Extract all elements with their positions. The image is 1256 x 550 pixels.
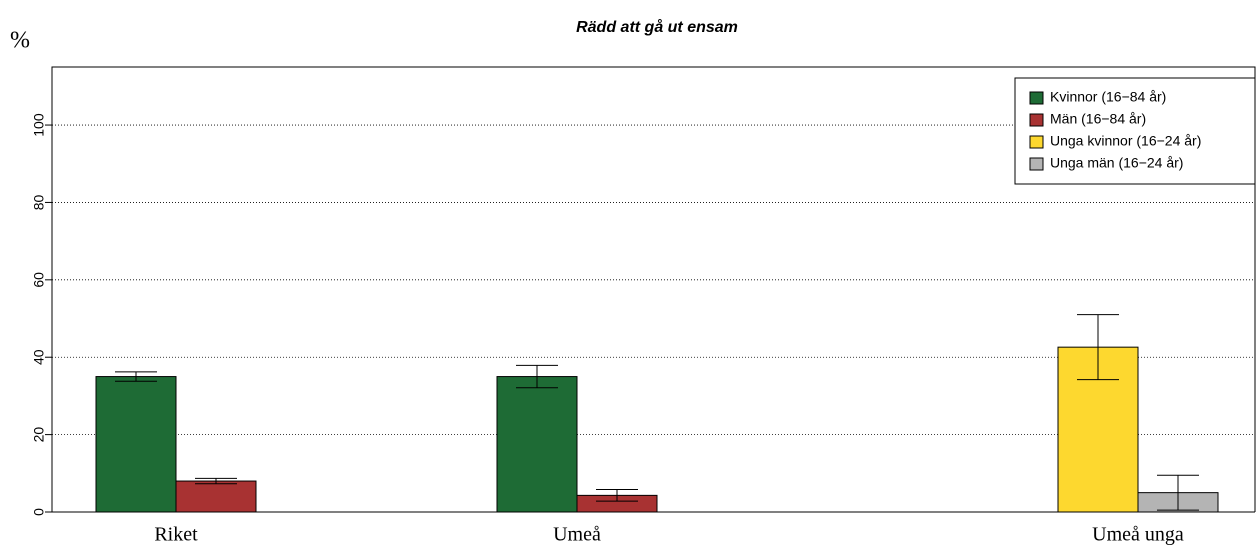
legend-label: Unga kvinnor (16−24 år) bbox=[1050, 133, 1201, 149]
y-tick-label: 0 bbox=[31, 508, 47, 516]
legend-label: Män (16−84 år) bbox=[1050, 111, 1146, 127]
legend-label: Unga män (16−24 år) bbox=[1050, 155, 1183, 171]
legend-label: Kvinnor (16−84 år) bbox=[1050, 89, 1166, 105]
x-tick-label: Riket bbox=[154, 524, 198, 546]
chart-title: Rädd att gå ut ensam bbox=[576, 18, 738, 36]
error-bar bbox=[115, 371, 157, 382]
error-bar bbox=[596, 489, 638, 502]
y-tick-label: 40 bbox=[31, 349, 47, 365]
error-bar bbox=[195, 477, 237, 485]
error-bar bbox=[1077, 314, 1119, 381]
legend-box bbox=[1014, 77, 1256, 185]
legend-swatch bbox=[1029, 113, 1044, 127]
error-bar bbox=[1157, 474, 1199, 511]
y-tick-label: 100 bbox=[31, 113, 47, 137]
bar bbox=[175, 480, 257, 513]
error-bar bbox=[516, 364, 558, 389]
x-tick-label: Umeå unga bbox=[1092, 524, 1184, 546]
legend-swatch bbox=[1029, 91, 1044, 105]
legend-swatch bbox=[1029, 157, 1044, 171]
x-tick-label: Umeå bbox=[553, 524, 601, 546]
y-tick-label: 60 bbox=[31, 272, 47, 288]
bar bbox=[496, 376, 578, 513]
y-axis-label: % bbox=[10, 28, 30, 54]
bar bbox=[95, 376, 177, 513]
y-tick-label: 80 bbox=[31, 194, 47, 210]
legend-swatch bbox=[1029, 135, 1044, 149]
y-tick-label: 20 bbox=[31, 427, 47, 443]
plot-frame bbox=[51, 66, 1256, 512]
